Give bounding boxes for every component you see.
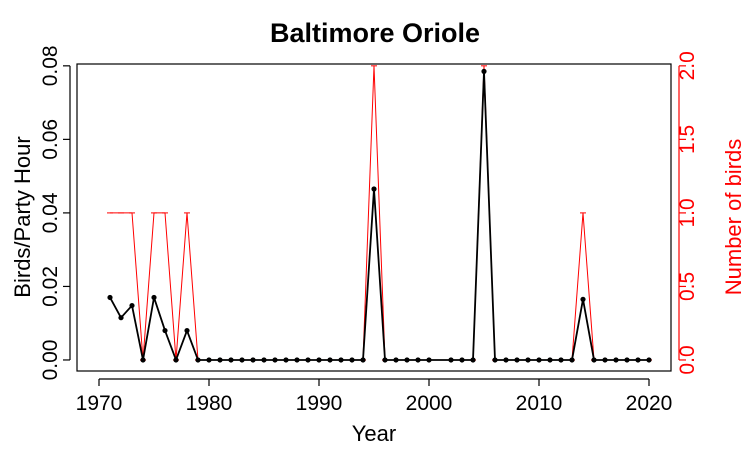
birds-per-hour-point (591, 357, 597, 363)
birds-per-hour-point (261, 357, 267, 363)
x-tick-label: 1970 (76, 392, 123, 415)
y-left-tick-label: 0.08 (39, 45, 62, 86)
birds-per-hour-point (305, 357, 311, 363)
birds-per-hour-point (448, 357, 454, 363)
birds-per-hour-point (426, 357, 432, 363)
x-tick-label: 2010 (516, 392, 563, 415)
birds-per-hour-point (470, 357, 476, 363)
y-left-tick-label: 0.02 (39, 266, 62, 307)
birds-per-hour-point (217, 357, 223, 363)
birds-per-hour-point (580, 296, 586, 302)
birds-per-hour-point (107, 294, 113, 301)
birds-per-hour-point (503, 357, 509, 363)
birds-per-hour-point (206, 357, 212, 363)
x-axis: 1970 1980 1990 2000 2010 2020 (76, 378, 673, 415)
birds-per-hour-point (118, 315, 124, 321)
birds-per-hour-point (514, 357, 520, 363)
y-axis-right-label: Number of birds (721, 139, 746, 296)
number-of-birds-line (110, 65, 649, 361)
x-tick-label: 1990 (296, 392, 343, 415)
birds-per-hour-point (316, 357, 322, 363)
birds-per-hour-point (459, 357, 465, 363)
y-right-tick-label: 2.0 (676, 51, 699, 80)
birds-per-hour-point (646, 357, 652, 363)
birds-per-hour-point (360, 357, 366, 363)
birds-per-hour-point (547, 357, 553, 363)
birds-per-hour-point (272, 357, 278, 363)
series-birds-per-party-hour (107, 68, 652, 363)
x-tick-label: 2000 (406, 392, 453, 415)
birds-per-hour-point (129, 302, 135, 309)
birds-per-hour-point (525, 357, 531, 363)
birds-per-hour-point (195, 357, 201, 363)
birds-per-hour-point (404, 357, 410, 363)
x-tick-label: 1980 (186, 392, 233, 415)
y-axis-right: 0.0 0.5 1.0 1.5 2.0 (676, 51, 699, 374)
birds-per-hour-point (415, 357, 421, 363)
birds-per-hour-point (294, 357, 300, 363)
birds-per-hour-point (613, 357, 619, 363)
birds-per-hour-point (382, 357, 388, 363)
y-right-tick-label: 0.5 (676, 272, 699, 301)
birds-per-hour-point (228, 357, 234, 363)
birds-per-hour-point (239, 357, 245, 363)
y-left-tick-label: 0.06 (39, 119, 62, 160)
birds-per-hour-point (151, 294, 157, 301)
birds-per-hour-point (569, 357, 575, 363)
birds-per-hour-point (371, 186, 377, 192)
birds-per-hour-point (492, 357, 498, 363)
x-axis-label: Year (352, 421, 396, 446)
birds-per-hour-point (327, 357, 333, 363)
x-tick-label: 2020 (626, 392, 673, 415)
birds-per-hour-point (173, 357, 179, 363)
y-left-tick-label: 0.04 (39, 192, 62, 233)
y-right-tick-label: 1.5 (676, 125, 699, 154)
birds-per-hour-point (349, 357, 355, 363)
birds-per-hour-point (558, 357, 564, 363)
plot-frame (76, 63, 672, 372)
birds-per-hour-point (602, 357, 608, 363)
birds-per-hour-point (140, 357, 146, 363)
birds-per-hour-point (481, 68, 487, 74)
birds-per-hour-point (250, 357, 256, 363)
birds-per-hour-point (536, 357, 542, 363)
chart-title: Baltimore Oriole (270, 18, 480, 48)
y-axis-left: 0.00 0.02 0.04 0.06 0.08 (39, 45, 71, 381)
birds-per-hour-point (393, 357, 399, 363)
y-axis-left-label: Birds/Party Hour (10, 136, 35, 297)
birds-per-hour-point (162, 327, 168, 334)
birds-per-hour-point (635, 357, 641, 363)
series-number-of-birds (107, 65, 652, 361)
y-right-tick-label: 0.0 (676, 345, 699, 374)
birds-per-hour-point (624, 357, 630, 363)
birds-per-hour-point (184, 327, 190, 334)
birds-per-hour-point (283, 357, 289, 363)
birds-per-hour-point (338, 357, 344, 363)
y-left-tick-label: 0.00 (39, 340, 62, 381)
y-right-tick-label: 1.0 (676, 198, 699, 227)
